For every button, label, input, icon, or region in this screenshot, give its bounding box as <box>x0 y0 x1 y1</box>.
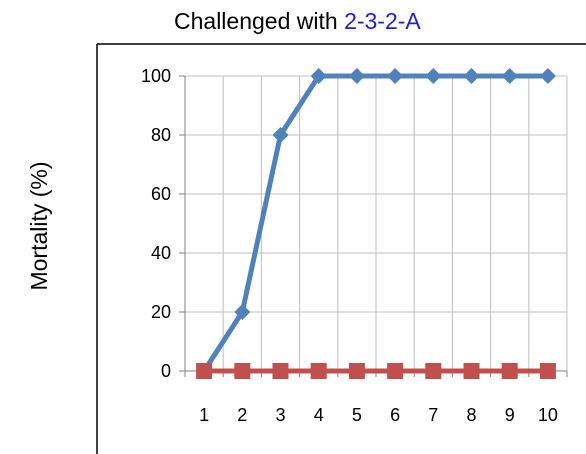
y-tick-labels: 0 20 40 60 80 100 <box>141 66 171 381</box>
data-point-diamond <box>272 127 289 143</box>
x-tick-label: 6 <box>390 405 400 425</box>
x-tick-label: 2 <box>237 405 247 425</box>
chart-title-highlight: 2-3-2-A <box>344 8 421 34</box>
data-point-square <box>425 363 442 379</box>
x-tick-label: 9 <box>505 405 515 425</box>
data-point-square <box>196 363 213 379</box>
data-point-diamond <box>463 68 480 84</box>
data-point-square <box>234 363 251 379</box>
x-tick-label: 10 <box>538 405 558 425</box>
data-point-diamond <box>425 68 442 84</box>
axes <box>179 75 568 377</box>
data-point-diamond <box>387 68 404 84</box>
series-group <box>196 68 556 379</box>
data-point-square <box>539 363 556 379</box>
y-tick-label: 100 <box>141 66 171 86</box>
data-point-square <box>348 363 365 379</box>
y-tick-label: 0 <box>161 361 171 381</box>
y-tick-label: 40 <box>151 243 171 263</box>
y-axis-label: Mortality (%) <box>26 161 52 290</box>
data-point-diamond <box>234 304 251 320</box>
y-tick-label: 80 <box>151 125 171 145</box>
chart-title-prefix: Challenged with <box>174 8 345 34</box>
series-line-1 <box>202 73 548 373</box>
data-point-square <box>387 363 404 379</box>
data-point-diamond <box>539 68 556 84</box>
x-tick-labels: 1 2 3 4 5 6 7 8 9 10 <box>199 405 558 425</box>
data-point-diamond <box>348 68 365 84</box>
data-point-diamond <box>310 68 327 84</box>
x-tick-label: 3 <box>275 405 285 425</box>
data-point-square <box>310 363 327 379</box>
data-point-square <box>501 363 518 379</box>
x-tick-label: 5 <box>352 405 362 425</box>
data-point-diamond <box>501 68 518 84</box>
x-tick-label: 8 <box>466 405 476 425</box>
x-tick-label: 1 <box>199 405 209 425</box>
data-point-square <box>463 363 480 379</box>
data-point-square <box>272 363 289 379</box>
y-tick-label: 60 <box>151 184 171 204</box>
x-tick-label: 7 <box>428 405 438 425</box>
x-tick-label: 4 <box>314 405 324 425</box>
grid-lines <box>185 75 568 371</box>
y-tick-label: 20 <box>151 302 171 322</box>
